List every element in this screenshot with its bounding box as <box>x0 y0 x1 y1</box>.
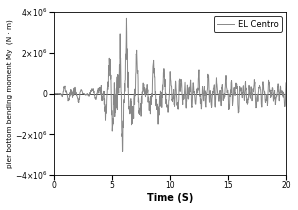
Line: EL Centro: EL Centro <box>54 18 286 151</box>
EL Centro <box>99 90 103 92</box>
EL Centro <box>125 17 128 20</box>
Y-axis label: pier bottom bending moment My  (N · m): pier bottom bending moment My (N · m) <box>7 19 13 168</box>
EL Centro <box>52 92 55 95</box>
EL Centro <box>274 103 277 106</box>
EL Centro <box>242 92 246 95</box>
Legend: EL Centro: EL Centro <box>214 16 282 32</box>
EL Centro <box>234 86 237 89</box>
EL Centro <box>258 86 262 89</box>
EL Centro <box>121 150 124 153</box>
X-axis label: Time (S): Time (S) <box>147 193 193 203</box>
EL Centro <box>66 97 70 99</box>
EL Centro <box>285 81 288 84</box>
